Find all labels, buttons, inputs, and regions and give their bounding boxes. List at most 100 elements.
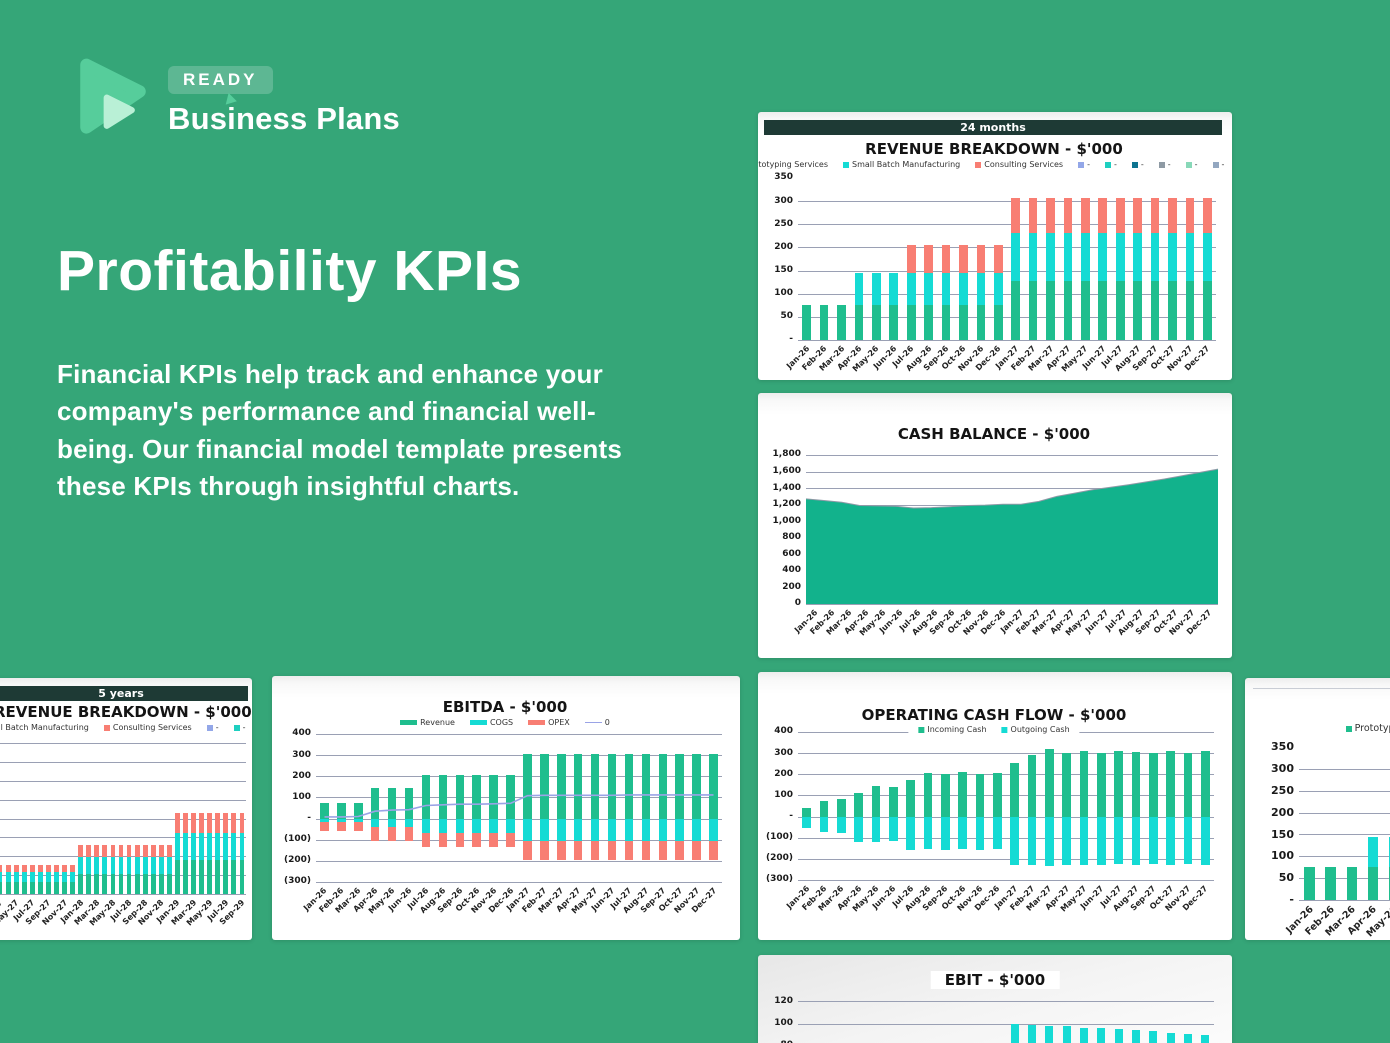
bar-segment (1168, 280, 1177, 340)
y-tick-label: 50 (780, 311, 793, 322)
chart-title: REVENUE BREAKDOWN - $'000 (0, 703, 252, 721)
bar-segment (906, 779, 915, 817)
legend-swatch-icon (1212, 161, 1219, 168)
bar-segment (438, 818, 448, 834)
bar-segment (337, 802, 346, 819)
legend-swatch-icon (975, 161, 982, 168)
bar-segment (320, 802, 329, 819)
bar-segment (523, 840, 532, 860)
gridline (0, 894, 246, 895)
ebitda-card: EBITDA - $'000 Revenue COGS OPEX 0 400 300 200… (272, 676, 740, 940)
operating-cash-flow-card: OPERATING CASH FLOW - $'000 Incoming Cas… (758, 672, 1232, 940)
bar-segment (692, 753, 701, 819)
bar-segment (320, 818, 329, 822)
bar-segment (819, 305, 829, 340)
legend-swatch-icon (233, 724, 240, 731)
gridline (798, 293, 1216, 295)
bar-segment (239, 813, 245, 834)
bar-segment (624, 840, 634, 860)
bar-segment (455, 818, 465, 834)
bar-segment (370, 787, 380, 819)
bar-segment (337, 821, 346, 832)
bar-segment (1046, 280, 1055, 340)
legend-label: Consulting Services (984, 160, 1064, 169)
bar-segment (46, 865, 51, 873)
legend-item: - (1104, 160, 1117, 169)
y-tick-label: 100 (1271, 849, 1294, 863)
chart-title: EBITDA - $'000 (442, 698, 568, 716)
bar-segment (199, 813, 205, 834)
legend-item: - (206, 723, 219, 732)
y-tick-label: 300 (774, 195, 793, 206)
bar-segment (837, 305, 846, 340)
bar-segment (1028, 197, 1038, 233)
bar-segment (1133, 280, 1142, 340)
bar-segment (924, 272, 933, 306)
line-series (324, 794, 714, 818)
legend-swatch-icon (400, 720, 418, 725)
bar-segment (923, 773, 933, 817)
y-tick-label: - (789, 810, 793, 821)
bar-segment (924, 305, 933, 340)
legend-swatch-icon (1104, 161, 1111, 168)
bar-segment (207, 860, 213, 894)
bar-segment (819, 816, 829, 833)
bar-segment (1063, 197, 1073, 233)
bar-segment (118, 873, 124, 894)
y-tick-label: (200) (283, 855, 311, 866)
y-tick-label: 100 (774, 288, 793, 299)
bar-segment (5, 865, 11, 873)
bar-segment (421, 833, 431, 848)
bar-segment (54, 865, 59, 873)
gridline (798, 816, 1214, 818)
bar-segment (590, 840, 600, 860)
bar-segment (70, 872, 76, 882)
chart-title: CASH BALANCE - $'000 (897, 425, 1091, 443)
legend-swatch-icon (1345, 725, 1352, 732)
bar-segment (692, 840, 701, 860)
y-tick-label: 1,600 (772, 465, 801, 476)
y-tick-label: (300) (283, 876, 311, 887)
bar-segment (86, 873, 92, 894)
legend-item: Prototyping Services (1345, 723, 1390, 734)
period-tag: 5 years (0, 686, 248, 701)
bar-segment (62, 881, 67, 894)
bar-segment (1027, 755, 1037, 817)
legend-swatch-icon (1001, 726, 1008, 733)
bar-segment (231, 813, 237, 834)
bar-segment (1079, 751, 1089, 817)
bar-segment (46, 872, 51, 882)
bar-segment (13, 881, 19, 894)
bar-segment (150, 857, 156, 874)
legend-item: Revenue (400, 718, 455, 727)
legend-item: Consulting Services (103, 723, 192, 732)
bar-segment (126, 857, 132, 874)
bar-segment (404, 827, 414, 841)
bar-segment (13, 865, 19, 873)
y-tick-label: 1,000 (772, 515, 801, 526)
gridline (316, 734, 722, 735)
bar-segment (506, 775, 515, 819)
y-tick-label: 350 (774, 172, 793, 183)
y-tick-label: - (1289, 893, 1294, 907)
legend-swatch-icon (584, 722, 602, 723)
y-tick-label: 1,200 (772, 499, 801, 510)
bar-segment (1183, 816, 1193, 865)
gridline (806, 455, 1218, 456)
bar-segment (675, 840, 684, 860)
bar-segment (78, 845, 84, 858)
y-tick-label: 250 (1271, 783, 1294, 797)
bar-segment (134, 873, 140, 894)
bar-segment (102, 845, 108, 858)
bar-segment (1150, 197, 1160, 233)
bar-segment (62, 872, 67, 882)
bar-segment (959, 272, 968, 306)
bar-segment (1184, 1034, 1192, 1043)
legend-label: - (1167, 160, 1171, 169)
bar-segment (1202, 232, 1212, 281)
y-tick-label: 1,800 (772, 449, 801, 460)
bar-segment (46, 881, 51, 894)
bar-segment (802, 808, 811, 817)
bar-segment (1149, 1031, 1158, 1043)
